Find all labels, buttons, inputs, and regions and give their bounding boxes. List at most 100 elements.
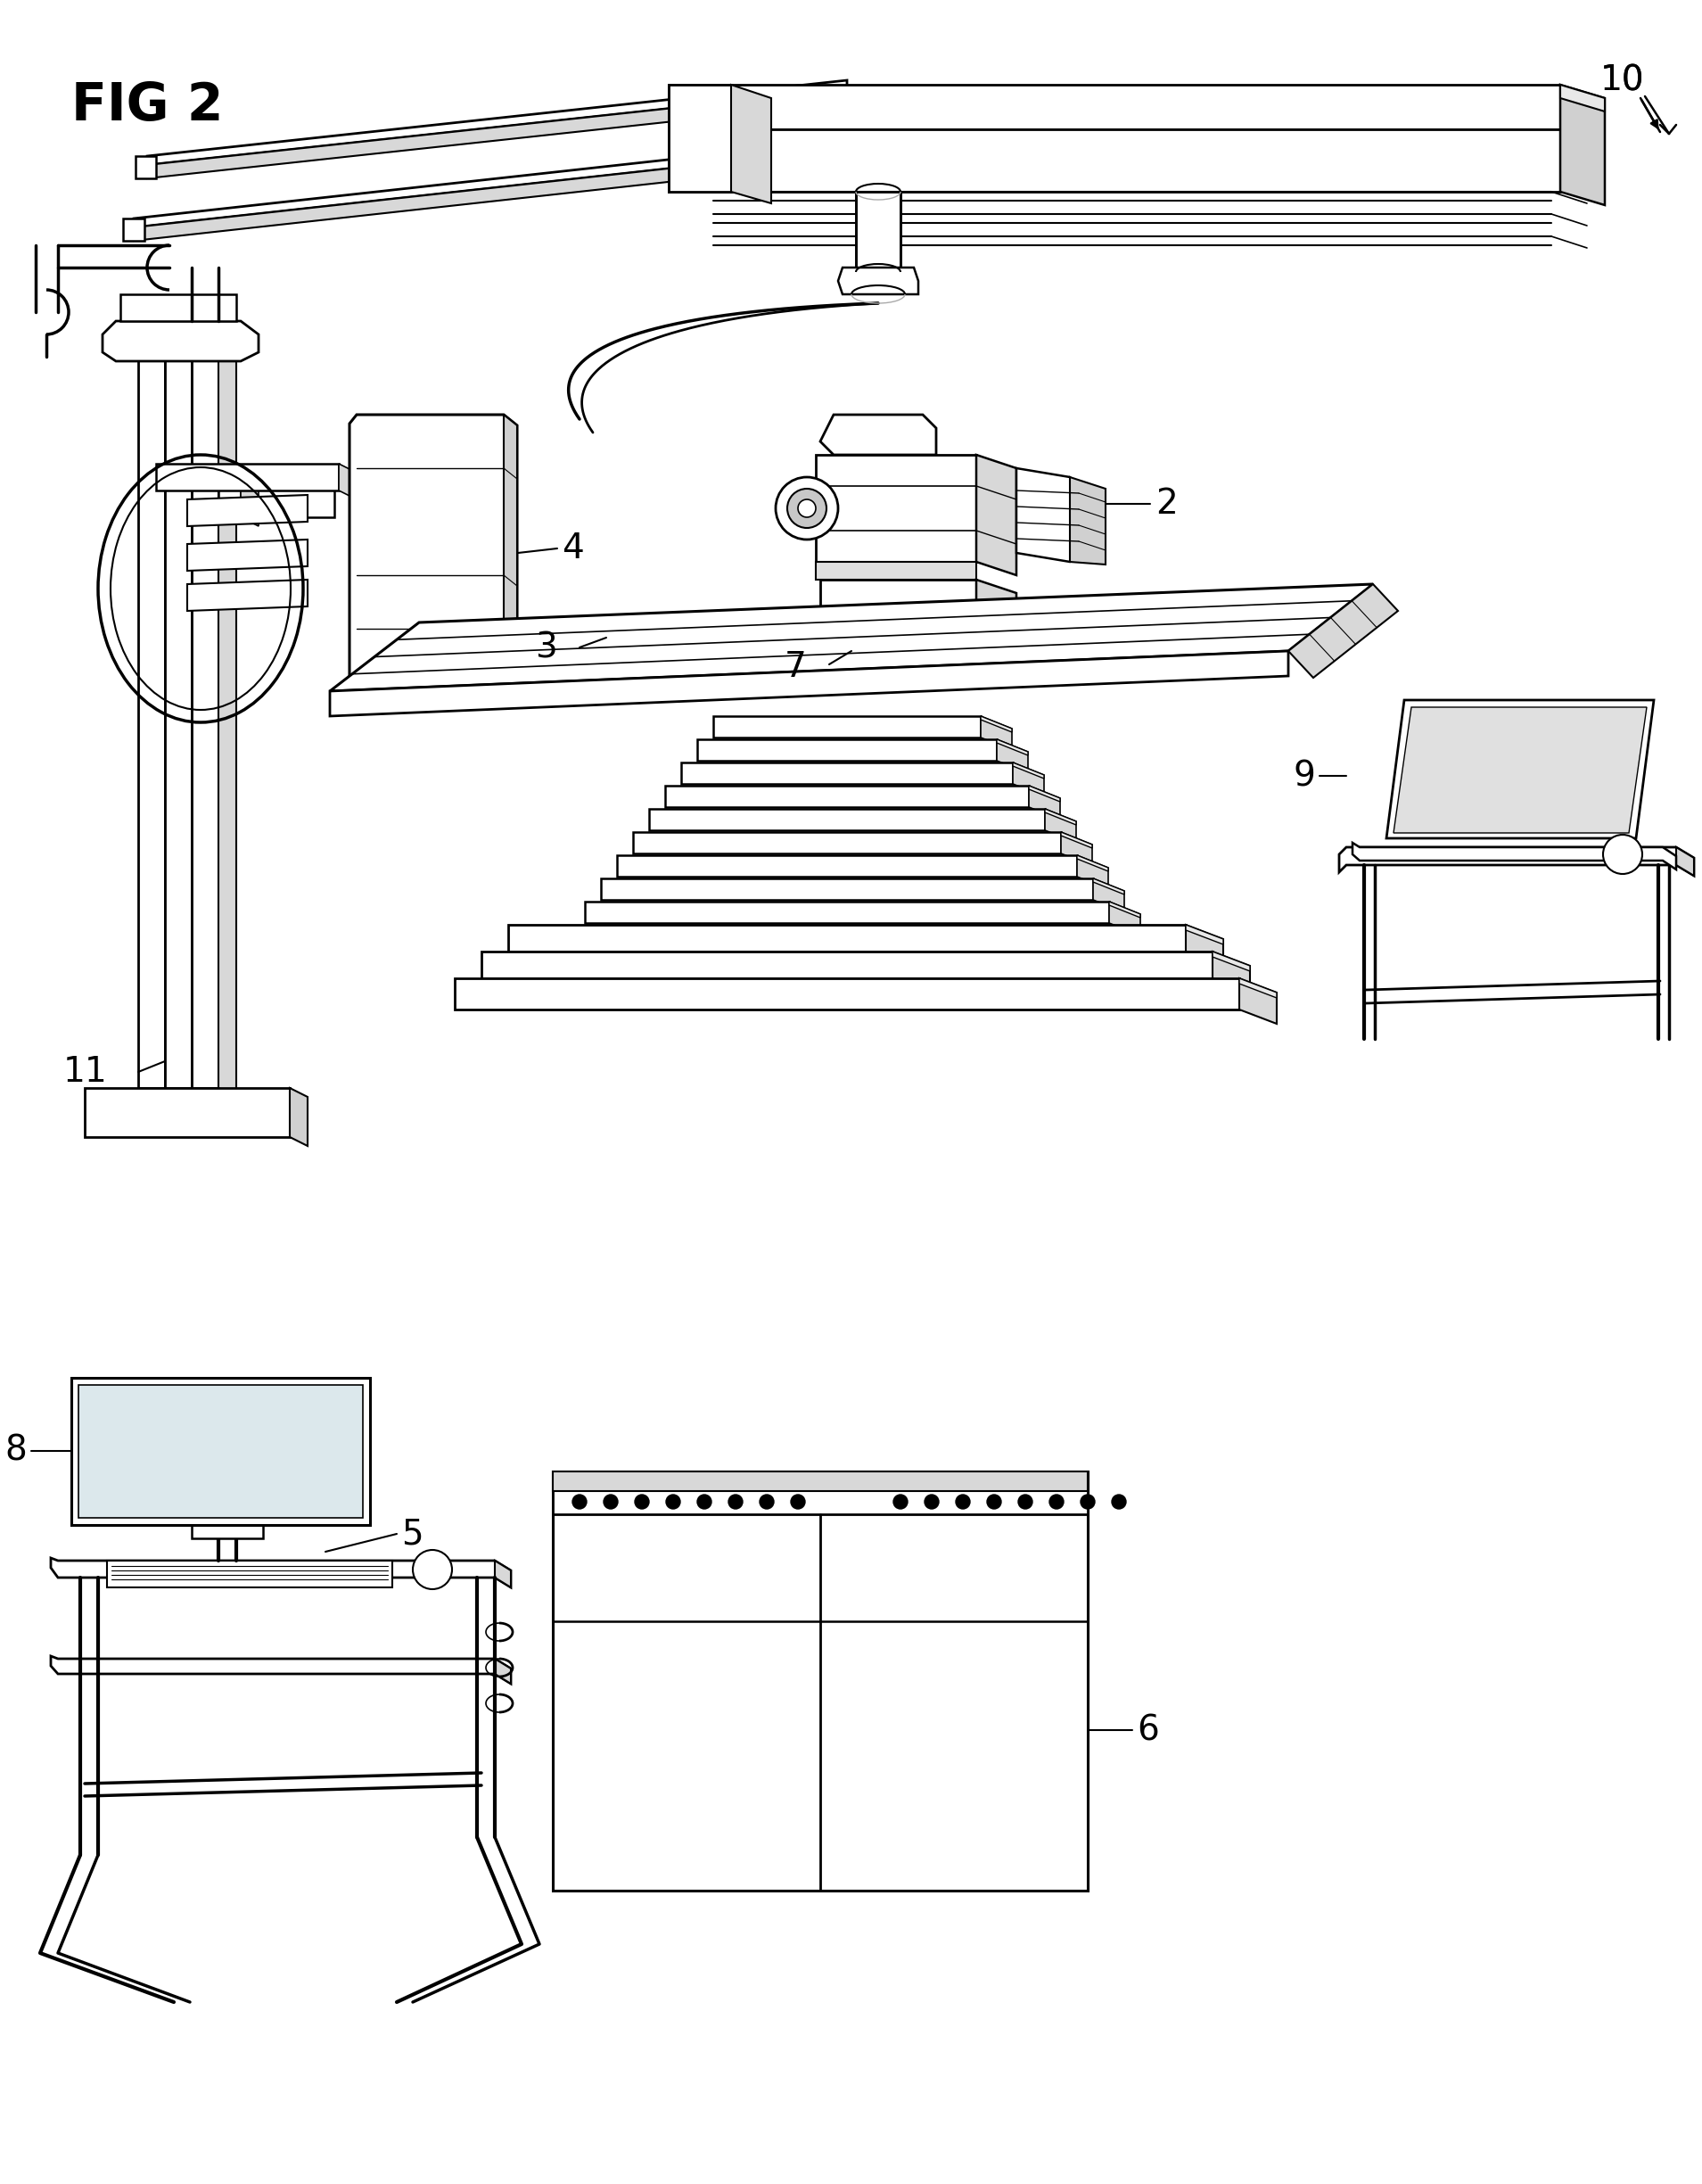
Polygon shape <box>165 347 192 1088</box>
Polygon shape <box>1077 856 1108 889</box>
Circle shape <box>788 489 827 529</box>
Polygon shape <box>1110 902 1140 917</box>
Polygon shape <box>616 856 1077 876</box>
Polygon shape <box>1071 476 1106 563</box>
Polygon shape <box>1387 701 1654 839</box>
Polygon shape <box>107 1562 391 1588</box>
Circle shape <box>1081 1494 1094 1509</box>
Polygon shape <box>339 463 357 500</box>
Circle shape <box>635 1494 648 1509</box>
Circle shape <box>665 1494 681 1509</box>
Text: 8: 8 <box>5 1435 27 1468</box>
Polygon shape <box>85 1088 289 1138</box>
Polygon shape <box>553 1472 1088 1514</box>
Circle shape <box>957 1494 970 1509</box>
Text: 11: 11 <box>63 1055 107 1090</box>
Polygon shape <box>837 266 919 295</box>
Polygon shape <box>553 1472 1088 1492</box>
Polygon shape <box>51 1655 511 1684</box>
Polygon shape <box>187 539 308 570</box>
Polygon shape <box>1676 847 1693 876</box>
Polygon shape <box>1561 85 1605 111</box>
Polygon shape <box>187 496 308 526</box>
Polygon shape <box>997 740 1028 773</box>
Polygon shape <box>289 1088 308 1147</box>
Polygon shape <box>1013 762 1043 797</box>
Polygon shape <box>1212 952 1249 992</box>
Polygon shape <box>495 1562 511 1588</box>
Circle shape <box>1050 1494 1064 1509</box>
Circle shape <box>572 1494 587 1509</box>
Text: 3: 3 <box>534 631 557 664</box>
Polygon shape <box>669 85 1561 129</box>
Polygon shape <box>980 716 1013 732</box>
Polygon shape <box>1016 467 1079 561</box>
Circle shape <box>759 1494 774 1509</box>
Polygon shape <box>146 90 848 179</box>
Polygon shape <box>1077 856 1108 871</box>
Circle shape <box>776 476 837 539</box>
Polygon shape <box>815 454 977 561</box>
Polygon shape <box>509 924 1186 952</box>
Polygon shape <box>1186 924 1224 943</box>
Polygon shape <box>815 561 977 579</box>
Polygon shape <box>136 155 157 179</box>
Polygon shape <box>504 415 517 697</box>
Polygon shape <box>1045 808 1076 826</box>
Text: 4: 4 <box>562 531 584 566</box>
Polygon shape <box>1561 85 1605 205</box>
Circle shape <box>414 1551 453 1590</box>
Text: 9: 9 <box>1294 758 1316 793</box>
Circle shape <box>894 1494 907 1509</box>
Polygon shape <box>1288 583 1397 677</box>
Polygon shape <box>977 579 1016 664</box>
Text: 5: 5 <box>402 1518 424 1551</box>
Polygon shape <box>820 415 936 454</box>
Polygon shape <box>1339 847 1693 876</box>
Polygon shape <box>240 480 334 518</box>
Polygon shape <box>713 716 980 738</box>
Polygon shape <box>51 1557 511 1588</box>
Polygon shape <box>1394 708 1648 832</box>
Circle shape <box>1018 1494 1033 1509</box>
Polygon shape <box>134 151 837 240</box>
Polygon shape <box>1186 924 1224 965</box>
Polygon shape <box>648 808 1045 830</box>
Polygon shape <box>1030 786 1060 819</box>
Polygon shape <box>665 786 1030 808</box>
Polygon shape <box>192 1524 264 1538</box>
Polygon shape <box>856 192 900 273</box>
Polygon shape <box>123 218 145 240</box>
Polygon shape <box>495 1658 511 1684</box>
Polygon shape <box>1093 878 1125 913</box>
Polygon shape <box>187 579 308 612</box>
Polygon shape <box>454 978 1239 1009</box>
Text: 10: 10 <box>1600 63 1644 98</box>
Polygon shape <box>732 85 771 203</box>
Polygon shape <box>1239 978 1276 1024</box>
Polygon shape <box>977 454 1016 574</box>
Circle shape <box>728 1494 742 1509</box>
Text: 7: 7 <box>785 651 807 684</box>
Circle shape <box>698 1494 711 1509</box>
Polygon shape <box>601 878 1093 900</box>
Polygon shape <box>980 716 1013 749</box>
Polygon shape <box>1110 902 1140 935</box>
Circle shape <box>604 1494 618 1509</box>
Polygon shape <box>349 415 517 697</box>
Polygon shape <box>330 583 1374 690</box>
Polygon shape <box>78 1385 363 1518</box>
Circle shape <box>798 500 815 518</box>
Polygon shape <box>1212 952 1249 972</box>
Polygon shape <box>1093 878 1125 895</box>
Circle shape <box>987 1494 1001 1509</box>
Polygon shape <box>1013 762 1043 778</box>
Circle shape <box>1111 1494 1127 1509</box>
Polygon shape <box>240 480 259 526</box>
Text: 2: 2 <box>1156 487 1178 520</box>
Polygon shape <box>633 832 1060 854</box>
Polygon shape <box>138 347 165 1088</box>
Polygon shape <box>1239 978 1276 998</box>
Circle shape <box>924 1494 940 1509</box>
Polygon shape <box>1030 786 1060 802</box>
